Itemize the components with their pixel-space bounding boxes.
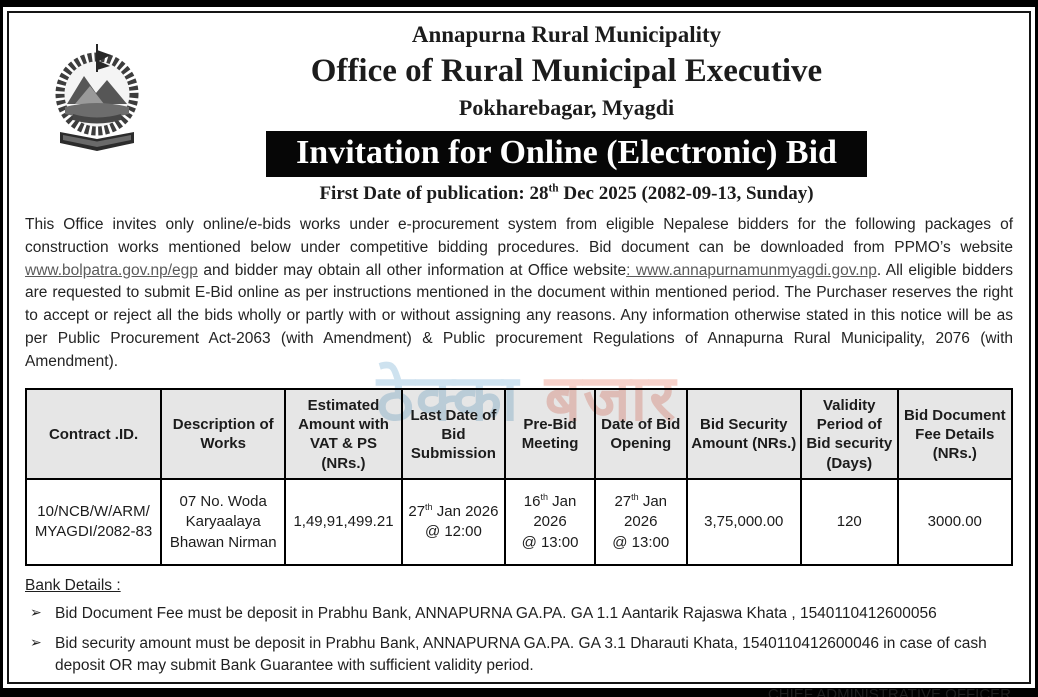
- prebid-year: 2026: [533, 513, 567, 531]
- header-contract-id: Contract .ID.: [24, 388, 163, 481]
- office-location: Pokharebagar, Myagdi: [458, 95, 675, 121]
- bank-details-section: Bank Details : ➢ Bid Document Fee must b…: [25, 577, 1013, 676]
- office-name: Office of Rural Municipal Executive: [310, 52, 823, 89]
- bank-detail-item: ➢ Bid security amount must be deposit in…: [25, 633, 1013, 676]
- submission-rest: Jan 2026: [432, 503, 499, 521]
- municipality-emblem-logo: [55, 44, 139, 151]
- cell-bid-opening: 27th Jan 2026 @ 13:00: [593, 478, 688, 567]
- cell-last-date-submission: 27th Jan 2026 @ 12:00: [400, 478, 507, 567]
- bank-details-title: Bank Details :: [25, 577, 121, 595]
- bid-packages-table: Contract .ID. Description of Works Estim…: [24, 388, 1014, 567]
- cell-prebid-meeting: 16th Jan 2026 @ 13:00: [504, 478, 596, 567]
- bank-detail-item: ➢ Bid Document Fee must be deposit in Pr…: [25, 603, 1013, 625]
- publication-date-ordinal: th: [548, 182, 559, 195]
- header-bid-security: Bid Security Amount (NRs.): [685, 388, 802, 481]
- signatory-title: CHIEF ADMINISTRATIVE OFFICER: [767, 685, 1011, 697]
- prebid-ordinal: th: [540, 492, 548, 503]
- notice-page: Annapurna Rural Municipality Office of R…: [7, 11, 1031, 697]
- arrow-bullet-icon: ➢: [30, 604, 42, 621]
- opening-rest: Jan: [638, 493, 668, 511]
- cell-document-fee: 3000.00: [896, 478, 1014, 567]
- cell-description: 07 No. Woda Karyaalaya Bhawan Nirman: [160, 478, 287, 567]
- submission-day: 27: [408, 503, 426, 521]
- bid-table-section: ठेक्का बजार Contract .ID. Description of…: [24, 362, 1014, 567]
- header-bid-opening: Date of Bid Opening: [593, 388, 688, 481]
- bank-detail-text: Bid security amount must be deposit in P…: [55, 635, 987, 674]
- prebid-day: 16: [523, 493, 541, 511]
- intro-text-1: This Office invites only online/e-bids w…: [25, 215, 1013, 256]
- municipality-name: Annapurna Rural Municipality: [411, 22, 722, 47]
- cell-validity-days: 120: [799, 478, 899, 567]
- header-prebid-meeting: Pre-Bid Meeting: [504, 388, 596, 481]
- publication-date-rest: Dec 2025 (2082-09-13, Sunday): [558, 182, 814, 204]
- contract-id-line2: MYAGDI/2082-83: [34, 523, 153, 541]
- header-document-fee: Bid Document Fee Details (NRs.): [896, 388, 1014, 481]
- arrow-bullet-icon: ➢: [30, 634, 42, 651]
- opening-time: @ 13:00: [612, 533, 670, 551]
- description-line3: Bhawan Nirman: [169, 533, 277, 551]
- table-row: 10/NCB/W/ARM/ MYAGDI/2082-83 07 No. Woda…: [24, 478, 1014, 567]
- header-validity-period: Validity Period of Bid security (Days): [799, 388, 899, 481]
- publication-date-line: First Date of publication: 28th Dec 2025…: [120, 183, 1013, 205]
- description-line2: Karyaalaya: [185, 513, 261, 531]
- table-header-row: Contract .ID. Description of Works Estim…: [24, 388, 1014, 481]
- notice-header: Annapurna Rural Municipality Office of R…: [120, 21, 1013, 205]
- cell-bid-security: 3,75,000.00: [685, 478, 802, 567]
- prebid-time: @ 13:00: [521, 533, 579, 551]
- publication-date-text: First Date of publication: 28: [319, 182, 549, 204]
- contract-id-line1: 10/NCB/W/ARM/: [37, 503, 150, 521]
- header-last-date-submission: Last Date of Bid Submission: [400, 388, 507, 481]
- submission-ordinal: th: [425, 502, 433, 513]
- opening-year: 2026: [624, 513, 658, 531]
- invitation-paragraph: This Office invites only online/e-bids w…: [25, 214, 1013, 373]
- notice-title-banner: Invitation for Online (Electronic) Bid: [266, 130, 867, 177]
- bank-detail-text: Bid Document Fee must be deposit in Prab…: [55, 605, 937, 623]
- intro-text-2: and bidder may obtain all other informat…: [197, 261, 627, 279]
- office-website-link[interactable]: : www.annapurnamunmyagdi.gov.np: [626, 261, 877, 279]
- intro-text-3: . All eligible bidders are requested to …: [25, 261, 1013, 370]
- cell-estimated-amount: 1,49,91,499.21: [284, 478, 403, 567]
- ppmo-website-link[interactable]: www.bolpatra.gov.np/egp: [25, 261, 198, 279]
- header-estimated-amount: Estimated Amount with VAT & PS (NRs.): [284, 388, 403, 481]
- submission-time: @ 12:00: [424, 523, 482, 541]
- header-description: Description of Works: [160, 388, 287, 481]
- prebid-rest: Jan: [547, 493, 577, 511]
- opening-day: 27: [614, 493, 632, 511]
- description-line1: 07 No. Woda: [179, 493, 267, 511]
- cell-contract-id: 10/NCB/W/ARM/ MYAGDI/2082-83: [24, 478, 163, 567]
- opening-ordinal: th: [631, 492, 639, 503]
